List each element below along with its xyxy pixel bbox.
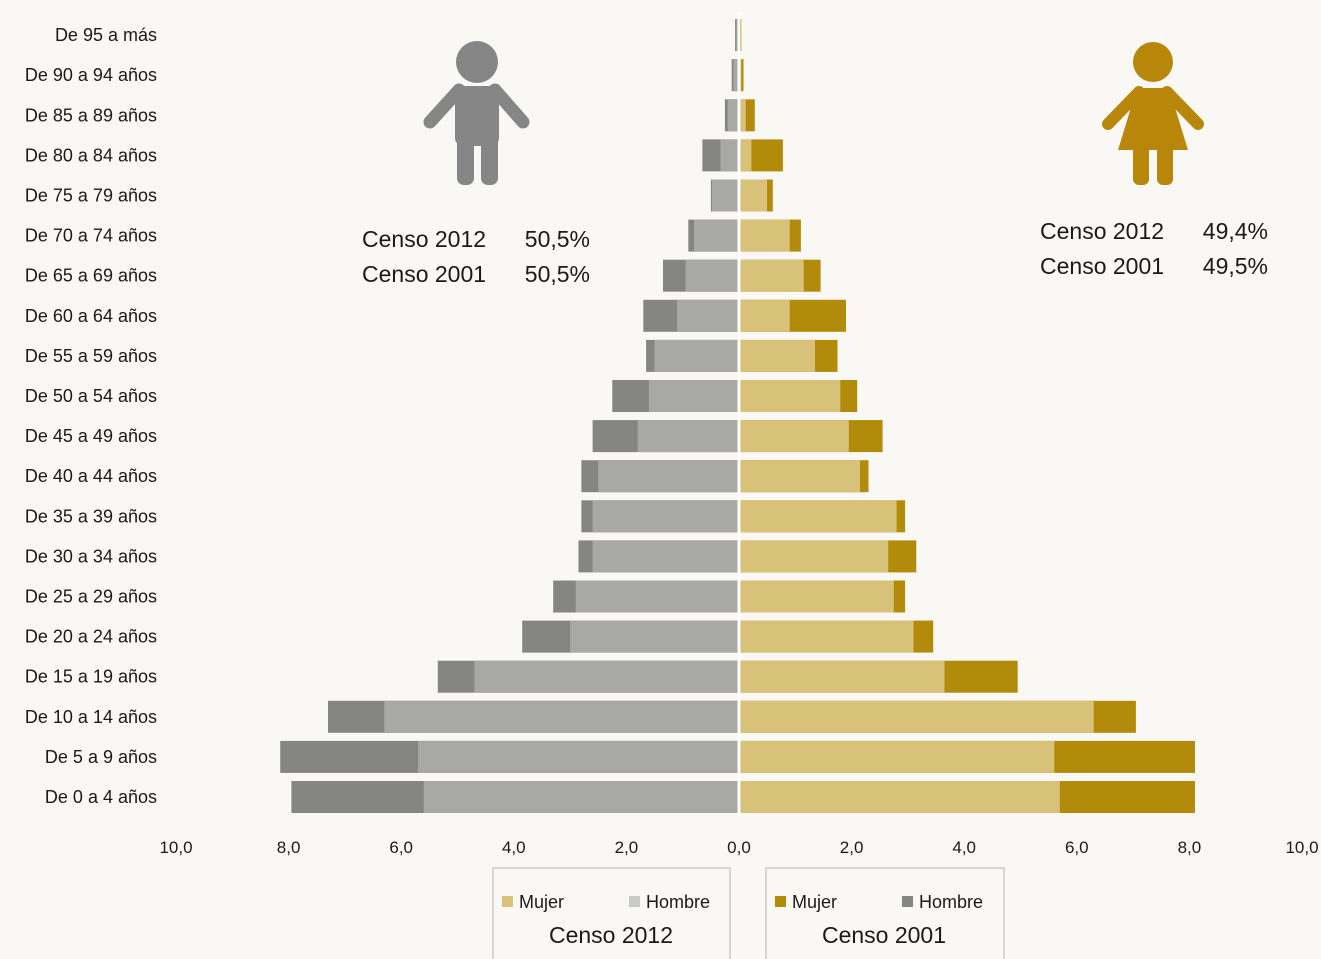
bar-mujer-2012-de-0-a-4-a-os [739,781,1060,813]
category-label-de-10-a-14-a-os: De 10 a 14 años [25,707,157,727]
bar-mujer-2012-de-65-a-69-a-os [739,259,804,292]
female-share-annotation: Censo 2012 49,4% Censo 2001 49,5% [1040,218,1268,279]
bar-hombre-2012-de-15-a-19-a-os [474,660,739,693]
x-tick-label: 0,0 [727,838,751,857]
bar-hombre-2012-de-25-a-29-a-os [575,580,739,613]
bar-hombre-2012-de-5-a-9-a-os [418,740,739,773]
bar-hombre-2012-de-50-a-54-a-os [648,380,739,412]
legend-label-hombre-2001: Hombre [919,892,983,912]
category-label-de-35-a-39-a-os: De 35 a 39 años [25,506,157,526]
x-tick-label: 6,0 [389,838,413,857]
female-census-2001-label: Censo 2001 [1040,253,1164,279]
legend-swatch-hombre-2001 [902,896,913,907]
male-share-annotation: Censo 2012 50,5% Censo 2001 50,5% [362,226,590,287]
category-label-de-50-a-54-a-os: De 50 a 54 años [25,386,157,406]
male-census-2012-pct: 50,5% [525,226,590,252]
x-tick-label: 10,0 [1285,838,1318,857]
legend-swatch-mujer-2001 [775,896,786,907]
legend-label-mujer-2001: Mujer [792,892,837,912]
bar-hombre-2012-de-55-a-59-a-os [654,339,739,372]
male-census-2001-label: Censo 2001 [362,261,486,287]
category-label-de-70-a-74-a-os: De 70 a 74 años [25,226,157,246]
category-label-de-30-a-34-a-os: De 30 a 34 años [25,546,157,566]
x-axis-tick-labels: 10,0 8,0 6,0 4,0 2,0 0,0 2,0 4,0 6,0 8,0 10,0 [159,838,1318,857]
bar-hombre-2012-de-80-a-84-a-os [720,139,739,172]
man-icon [423,41,530,185]
bar-mujer-2012-de-40-a-44-a-os [739,460,860,493]
bar-mujer-2012-de-10-a-14-a-os [739,700,1094,733]
category-label-de-80-a-84-a-os: De 80 a 84 años [25,145,157,165]
legend-swatch-hombre-2012 [629,896,640,907]
legend-title-2001: Censo 2001 [822,922,946,948]
bar-hombre-2012-de-0-a-4-a-os [423,781,739,813]
bar-mujer-2012-de-5-a-9-a-os [739,740,1055,773]
bar-hombre-2012-de-90-a-94-a-os [733,59,739,92]
female-census-2001-pct: 49,5% [1203,253,1268,279]
bar-mujer-2012-de-80-a-84-a-os [739,139,752,172]
male-census-2012-label: Censo 2012 [362,226,486,252]
category-label-de-65-a-69-a-os: De 65 a 69 años [25,266,157,286]
category-label-de-45-a-49-a-os: De 45 a 49 años [25,426,157,446]
bar-mujer-2012-de-45-a-49-a-os [739,420,849,453]
legend-censo-2012: Mujer Hombre Censo 2012 [492,867,731,959]
bar-mujer-2012-de-85-a-89-a-os [739,99,746,132]
bar-mujer-2012-de-15-a-19-a-os [739,660,945,693]
legend-title-2012: Censo 2012 [549,922,673,948]
bar-hombre-2012-de-40-a-44-a-os [598,460,740,493]
x-tick-label: 10,0 [159,838,192,857]
category-labels: De 0 a 4 años De 5 a 9 años De 10 a 14 año… [25,25,157,807]
legend-label-mujer-2012: Mujer [519,892,564,912]
bar-hombre-2012-de-65-a-69-a-os [685,259,739,292]
bar-hombre-2012-de-75-a-79-a-os [712,179,739,212]
x-tick-label: 8,0 [277,838,301,857]
bar-mujer-2012-de-70-a-74-a-os [739,219,790,252]
bar-hombre-2012-de-35-a-39-a-os [592,500,739,533]
category-label-de-55-a-59-a-os: De 55 a 59 años [25,346,157,366]
x-tick-label: 6,0 [1065,838,1089,857]
bar-mujer-2012-de-75-a-79-a-os [739,179,768,212]
bar-mujer-2012-de-60-a-64-a-os [739,299,790,332]
category-label-de-5-a-9-a-os: De 5 a 9 años [45,747,157,767]
bar-hombre-2012-de-20-a-24-a-os [570,620,739,653]
category-label-de-75-a-79-a-os: De 75 a 79 años [25,186,157,206]
bar-mujer-2012-de-20-a-24-a-os [739,620,914,653]
bar-hombre-2012-de-70-a-74-a-os [694,219,739,252]
x-tick-label: 8,0 [1178,838,1202,857]
bar-mujer-2012-de-35-a-39-a-os [739,500,897,533]
bar-hombre-2012-de-45-a-49-a-os [637,420,739,453]
category-label-de-95-a-m-s: De 95 a más [55,25,157,45]
bar-mujer-2012-de-55-a-59-a-os [739,339,815,372]
x-tick-label: 2,0 [615,838,639,857]
female-census-2012-label: Censo 2012 [1040,218,1164,244]
bar-mujer-2012-de-30-a-34-a-os [739,540,889,573]
legend-swatch-mujer-2012 [502,896,513,907]
bar-mujer-2012-de-50-a-54-a-os [739,380,841,412]
category-label-de-15-a-19-a-os: De 15 a 19 años [25,667,157,687]
bar-mujer-2012-de-25-a-29-a-os [739,580,894,613]
bar-hombre-2012-de-85-a-89-a-os [727,99,739,132]
category-label-de-60-a-64-a-os: De 60 a 64 años [25,306,157,326]
category-label-de-40-a-44-a-os: De 40 a 44 años [25,466,157,486]
male-census-2001-pct: 50,5% [525,261,590,287]
bar-hombre-2012-de-30-a-34-a-os [592,540,739,573]
bars-censo-2012 [384,19,1094,813]
x-tick-label: 2,0 [840,838,864,857]
woman-icon [1102,42,1204,185]
x-tick-label: 4,0 [502,838,526,857]
category-label-de-20-a-24-a-os: De 20 a 24 años [25,627,157,647]
legend-label-hombre-2012: Hombre [646,892,710,912]
bar-hombre-2012-de-10-a-14-a-os [384,700,739,733]
category-label-de-0-a-4-a-os: De 0 a 4 años [45,787,157,807]
category-label-de-90-a-94-a-os: De 90 a 94 años [25,65,157,85]
female-census-2012-pct: 49,4% [1203,218,1268,244]
category-label-de-85-a-89-a-os: De 85 a 89 años [25,105,157,125]
legend-censo-2001: Mujer Hombre Censo 2001 [765,867,1005,959]
category-label-de-25-a-29-a-os: De 25 a 29 años [25,587,157,607]
bar-hombre-2012-de-60-a-64-a-os [677,299,739,332]
x-tick-label: 4,0 [952,838,976,857]
